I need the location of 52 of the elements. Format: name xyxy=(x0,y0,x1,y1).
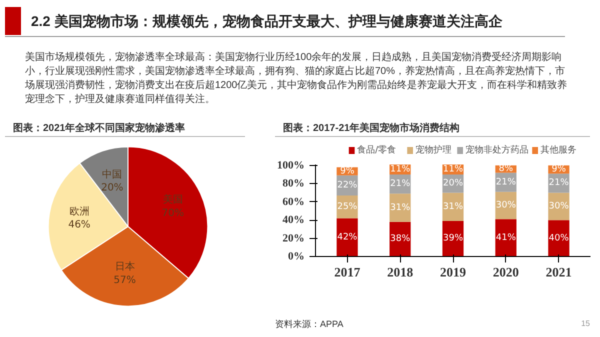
bar xyxy=(548,192,570,220)
x-tick-label: 2018 xyxy=(387,264,414,280)
text: 2.2 美国宠物市场：规模领先，宠物食品开支最大、护理与健康赛道关注高企 xyxy=(31,12,502,30)
x-tick-label: 2021 xyxy=(546,264,572,280)
y-tick-label: 80% xyxy=(282,178,304,190)
bar xyxy=(336,218,358,256)
x-tick-label: 2020 xyxy=(492,264,519,280)
data-label: 41% xyxy=(496,232,516,243)
data-label: 31% xyxy=(390,202,411,213)
data-label: 25% xyxy=(337,202,358,212)
y-tick-label: 40% xyxy=(282,214,304,226)
text: 资料来源：APPA xyxy=(275,318,344,331)
data-label: 38% xyxy=(390,234,411,244)
data-label: 39% xyxy=(443,234,464,244)
text: 15 xyxy=(581,318,590,330)
data-label: 70% xyxy=(162,208,184,219)
bar xyxy=(548,220,570,256)
text: 美国市场规模领先，宠物渗透率全球最高：美国宠物行业历经100余年的发展，日趋成熟，且美国宠物消费受经济周期影响小，行业展现强刚性需求，美国宠物渗透率全球最高，拥有狗、猫的家庭占比超70%，养宠热情高，且在高养宠热情下，市场展现强消费韧性，宠物消费支出在疫后超1200亿美元，其中宠物食品作为刚需品始终是养宠最大开支，而在科学和精致养宠理念下，护理及健康赛道同样值得关注。 xyxy=(25,51,568,107)
data-label: 20% xyxy=(101,182,124,194)
data-label: 31% xyxy=(443,202,464,212)
slice-label: 日本 xyxy=(114,260,135,273)
bar xyxy=(495,219,516,256)
slice-label: 中国 xyxy=(102,168,122,181)
data-label: 22% xyxy=(337,180,358,190)
data-label: 42% xyxy=(337,232,358,242)
legend-label: 宠物护理 xyxy=(416,144,452,156)
data-label: 20% xyxy=(443,178,464,189)
y-tick-label: 60% xyxy=(282,196,304,208)
slice-label: 美国 xyxy=(162,194,183,206)
y-tick-label: 0% xyxy=(288,250,304,262)
x-tick-label: 2019 xyxy=(440,264,466,280)
data-label: 11% xyxy=(443,164,464,175)
legend-label: 其他服务 xyxy=(540,144,576,156)
data-label: 21% xyxy=(496,177,516,188)
data-label: 30% xyxy=(496,200,516,210)
slice-label: 欧洲 xyxy=(69,205,90,218)
chart-title: 图表：2017-21年美国宠物市场消费结构 xyxy=(275,122,590,138)
data-label: 40% xyxy=(548,233,570,244)
data-label: 11% xyxy=(390,164,411,175)
y-tick-label: 100% xyxy=(277,159,304,172)
data-label: 30% xyxy=(548,201,570,212)
chart-title: 图表：2021年全球不同国家宠物渗透率 xyxy=(5,122,245,138)
data-label: 21% xyxy=(390,179,411,190)
y-tick-label: 20% xyxy=(282,232,304,244)
x-tick-label: 2017 xyxy=(334,264,361,280)
data-label: 9% xyxy=(552,164,566,175)
data-label: 21% xyxy=(548,178,570,188)
data-label: 46% xyxy=(68,220,90,231)
legend-label: 宠物非处方药品 xyxy=(466,144,528,156)
data-label: 9% xyxy=(340,166,355,176)
legend-label: 食品/零食 xyxy=(357,144,396,156)
data-label: 57% xyxy=(114,274,136,286)
